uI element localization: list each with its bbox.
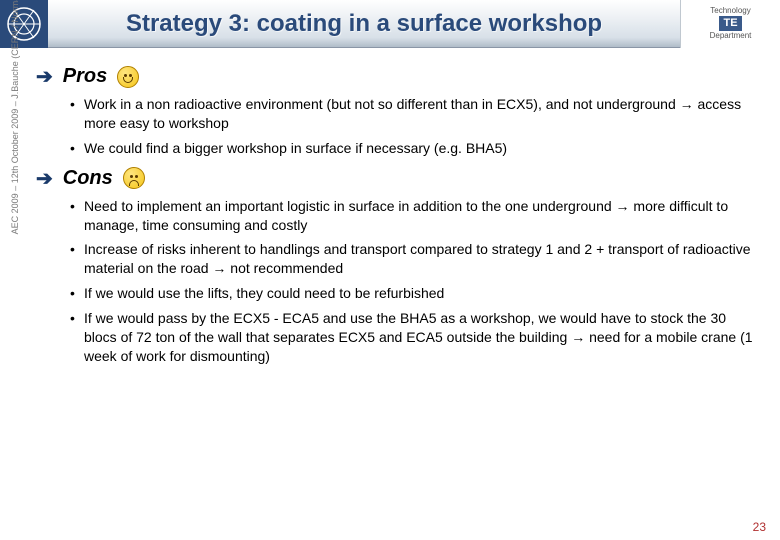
sidebar-credit: AEC 2009 – 12th October 2009 – J.Bauche … <box>10 0 20 300</box>
dept-bottom: Department <box>710 32 752 41</box>
dept-mid: TE <box>719 16 741 30</box>
dept-logo: Technology TE Department <box>680 0 780 48</box>
content: ➔ Pros Work in a non radioactive environ… <box>36 58 760 520</box>
pros-heading: ➔ Pros <box>36 64 760 89</box>
arrow-icon: ➔ <box>36 64 53 89</box>
slide-title: Strategy 3: coating in a surface worksho… <box>48 10 680 38</box>
list-item: Need to implement an important logistic … <box>70 197 760 235</box>
cern-logo <box>0 0 48 48</box>
cons-heading: ➔ Cons <box>36 166 760 191</box>
frown-icon <box>123 167 145 189</box>
list-item: If we would use the lifts, they could ne… <box>70 284 760 303</box>
list-item: Increase of risks inherent to handlings … <box>70 240 760 278</box>
header-bar: Strategy 3: coating in a surface worksho… <box>0 0 780 48</box>
arrow-icon: ➔ <box>36 166 53 191</box>
pros-label: Pros <box>63 65 107 88</box>
cons-list: Need to implement an important logistic … <box>36 197 760 366</box>
title-wrap: Strategy 3: coating in a surface worksho… <box>48 10 680 38</box>
list-item: Work in a non radioactive environment (b… <box>70 95 760 133</box>
page-number: 23 <box>753 520 766 534</box>
smiley-icon <box>117 66 139 88</box>
dept-top: Technology <box>710 7 750 16</box>
pros-list: Work in a non radioactive environment (b… <box>36 95 760 158</box>
cons-label: Cons <box>63 167 113 190</box>
list-item: If we would pass by the ECX5 - ECA5 and … <box>70 309 760 366</box>
list-item: We could find a bigger workshop in surfa… <box>70 139 760 158</box>
